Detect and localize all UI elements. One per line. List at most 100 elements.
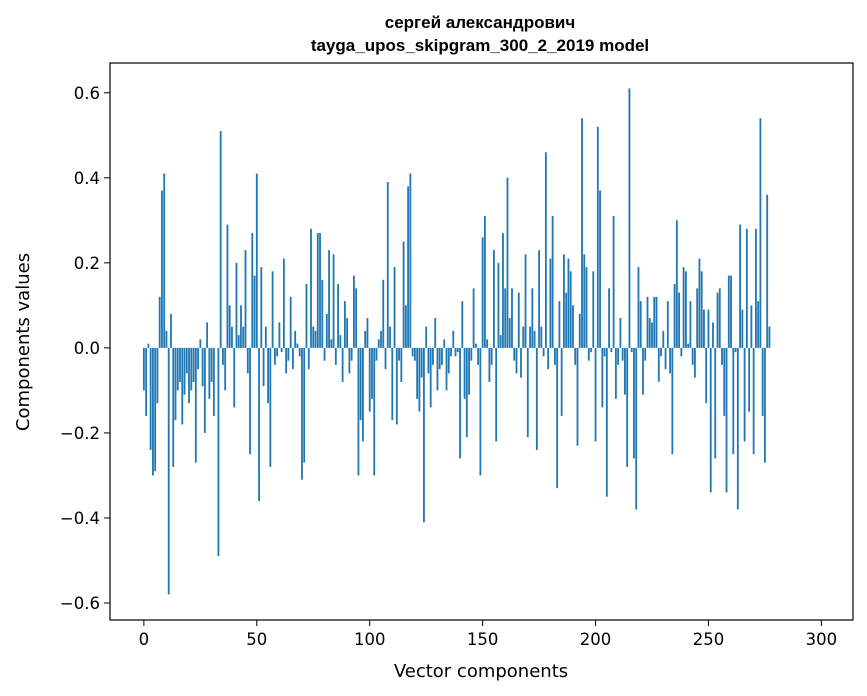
bar-262	[734, 347, 737, 353]
bar-238	[680, 347, 683, 357]
bar-137	[452, 330, 455, 348]
bar-204	[603, 347, 606, 357]
bar-120	[413, 347, 416, 361]
bar-86	[337, 284, 339, 348]
bar-129	[434, 318, 437, 348]
bar-207	[610, 347, 613, 353]
bar-173	[533, 330, 536, 348]
bar-42	[237, 335, 240, 348]
bar-112	[395, 347, 398, 425]
bar-77	[316, 233, 319, 348]
bar-40	[233, 347, 236, 408]
bar-176	[540, 326, 543, 348]
bar-51	[258, 347, 260, 501]
bar-171	[529, 326, 531, 348]
y-axis-ticks: −0.6 −0.4 −0.2 0.0 0.2 0.4 0.6	[60, 84, 110, 613]
plot-area-frame	[109, 62, 854, 621]
bar-73	[307, 347, 310, 370]
bar-53	[262, 347, 265, 387]
bar-155	[493, 250, 495, 348]
bar-232	[666, 301, 669, 348]
bar-268	[748, 347, 751, 412]
bar-174	[535, 347, 538, 450]
bar-125	[425, 326, 428, 348]
y-tick-label-1: −0.4	[60, 509, 100, 528]
bar-198	[590, 347, 592, 353]
bar-18	[183, 347, 186, 395]
bar-164	[513, 347, 516, 361]
bar-184	[558, 301, 561, 348]
bar-200	[594, 347, 597, 442]
bar-236	[675, 220, 678, 348]
bar-67	[294, 330, 297, 348]
bar-140	[459, 347, 461, 459]
bar-31	[212, 347, 215, 416]
bar-228	[657, 347, 660, 382]
bar-256	[721, 347, 723, 365]
bar-71	[303, 347, 306, 463]
bar-33	[217, 347, 220, 557]
bar-132	[441, 347, 443, 365]
y-tick-label-4: 0.2	[74, 254, 100, 273]
bar-152	[486, 339, 489, 348]
x-tick-label-250: 250	[693, 630, 725, 649]
bar-192	[576, 347, 579, 446]
bar-49	[253, 275, 256, 348]
bar-10	[165, 330, 168, 348]
bar-220	[639, 301, 642, 348]
bar-172	[531, 288, 534, 348]
bar-64	[287, 347, 290, 361]
bar-141	[461, 301, 464, 348]
bar-35	[222, 347, 224, 365]
bar-70	[301, 347, 303, 480]
x-tick-label-0: 0	[139, 630, 150, 649]
bar-247	[700, 271, 703, 348]
chart-title-line-2: tayga_upos_skipgram_300_2_2019 model	[311, 36, 649, 55]
bar-181	[551, 216, 554, 348]
bar-276	[766, 194, 769, 348]
bar-235	[673, 284, 676, 348]
bar-189	[569, 271, 572, 348]
bar-274	[761, 347, 764, 416]
bar-185	[560, 347, 563, 416]
bar-116	[404, 305, 407, 348]
bar-216	[630, 347, 633, 353]
bar-85	[334, 347, 337, 365]
bar-22	[192, 347, 195, 382]
bar-142	[463, 347, 466, 399]
bar-233	[669, 347, 671, 374]
bar-38	[228, 305, 231, 348]
bar-100	[368, 347, 371, 412]
y-axis-label: Components values	[13, 253, 34, 431]
bar-94	[355, 288, 358, 348]
bar-37	[226, 224, 229, 348]
bar-16	[179, 347, 181, 382]
bar-96	[359, 347, 362, 421]
bar-65	[289, 296, 292, 348]
bar-4	[152, 347, 154, 476]
bar-91	[348, 347, 351, 374]
bar-157	[497, 262, 500, 348]
bar-126	[427, 347, 430, 374]
bar-13	[172, 347, 175, 467]
bar-177	[542, 347, 545, 357]
bar-130	[436, 347, 439, 391]
bar-114	[400, 347, 403, 382]
bar-118	[409, 173, 412, 348]
bar-59	[276, 347, 279, 357]
bar-258	[725, 347, 728, 493]
bar-212	[621, 347, 624, 361]
bar-180	[549, 258, 552, 348]
bar-159	[502, 233, 504, 348]
bar-57	[271, 271, 274, 348]
bar-63	[285, 347, 288, 374]
bar-123	[420, 347, 423, 378]
x-tick-label-50: 50	[246, 630, 267, 649]
bar-27	[203, 347, 206, 433]
bar-58	[273, 347, 276, 365]
bar-93	[353, 275, 355, 348]
bar-19	[185, 347, 188, 374]
bar-148	[477, 347, 480, 365]
bar-102	[373, 347, 376, 476]
